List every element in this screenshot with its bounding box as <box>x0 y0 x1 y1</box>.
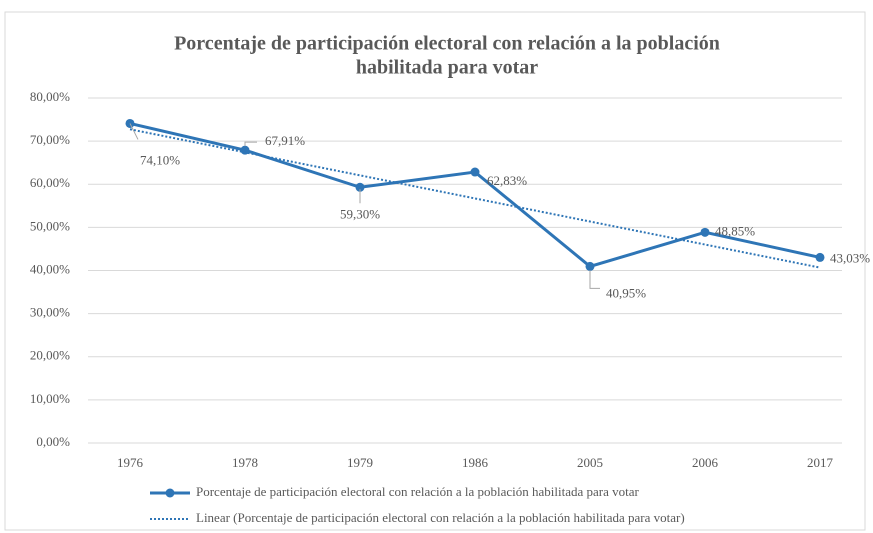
data-label: 48,85% <box>715 223 755 238</box>
data-point <box>815 252 825 262</box>
y-tick-label: 70,00% <box>30 132 70 147</box>
x-tick-label: 2005 <box>577 455 603 470</box>
data-label: 74,10% <box>140 152 180 167</box>
data-label: 67,91% <box>265 133 305 148</box>
y-tick-label: 50,00% <box>30 218 70 233</box>
data-point <box>470 167 480 177</box>
data-point <box>700 227 710 237</box>
legend-label: Linear (Porcentaje de participación elec… <box>196 510 685 525</box>
trend-line <box>129 128 821 269</box>
chart-title: habilitada para votar <box>356 57 538 79</box>
leader-line <box>244 141 257 147</box>
data-point <box>240 145 250 155</box>
x-tick-label: 2006 <box>692 455 719 470</box>
x-tick-label: 2017 <box>807 455 834 470</box>
x-tick-label: 1979 <box>347 455 373 470</box>
y-tick-label: 60,00% <box>30 175 70 190</box>
data-point <box>585 261 595 271</box>
y-tick-label: 0,00% <box>36 434 70 449</box>
data-label: 62,83% <box>487 173 527 188</box>
leader-line <box>129 123 139 140</box>
y-tick-label: 40,00% <box>30 261 70 276</box>
data-label: 59,30% <box>340 206 380 221</box>
x-tick-label: 1976 <box>117 455 144 470</box>
legend-marker <box>165 488 175 498</box>
leader-line <box>589 270 600 289</box>
y-tick-label: 10,00% <box>30 391 70 406</box>
y-tick-label: 20,00% <box>30 348 70 363</box>
data-label: 43,03% <box>830 250 870 265</box>
legend-label: Porcentaje de participación electoral co… <box>196 484 640 499</box>
y-tick-label: 80,00% <box>30 89 70 104</box>
x-tick-label: 1978 <box>232 455 258 470</box>
data-label: 40,95% <box>606 285 646 300</box>
x-tick-label: 1986 <box>462 455 489 470</box>
data-point <box>355 182 365 192</box>
chart-title: Porcentaje de participación electoral co… <box>174 33 720 55</box>
y-tick-label: 30,00% <box>30 305 70 320</box>
